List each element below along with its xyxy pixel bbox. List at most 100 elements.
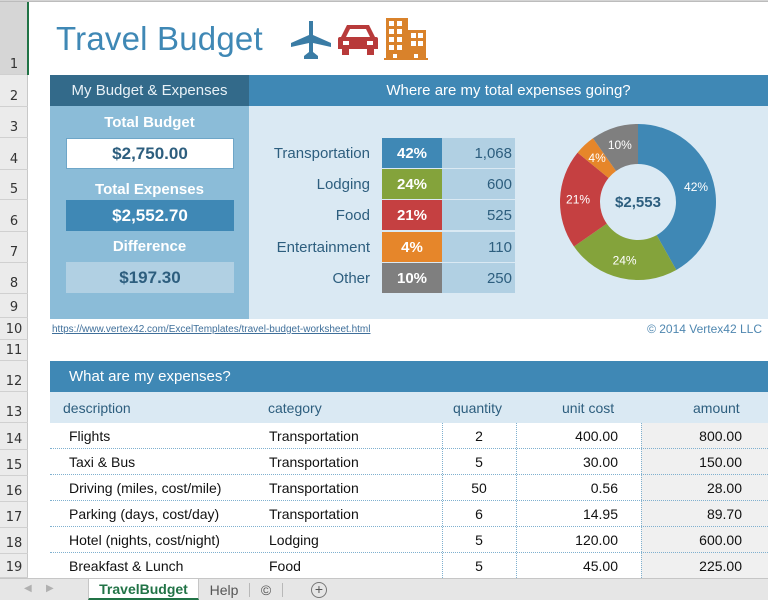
row-header-17[interactable]: 17 [0,502,28,528]
row-header-13[interactable]: 13 [0,392,28,423]
scroll-tabs-right-icon[interactable]: ▶ [46,583,54,594]
cell-unit-cost[interactable]: 0.56 [590,479,618,496]
cell-description[interactable]: Taxi & Bus [69,453,136,470]
donut-label: 10% [608,138,632,152]
donut-label: 21% [566,193,590,207]
tab-separator [282,583,283,597]
donut-label: 24% [613,253,637,267]
total-budget-label: Total Budget [104,114,195,131]
tab-travelbudget[interactable]: TravelBudget [88,579,199,600]
category-row-entertainment: Entertainment 4% 110 [249,232,519,263]
column-header-description: description [63,399,131,416]
cell-description[interactable]: Parking (days, cost/day) [69,505,220,522]
category-percent: 4% [382,232,442,262]
cell-amount[interactable]: 89.70 [706,505,742,522]
expenses-column-headers: description category quantity unit cost … [50,392,768,423]
donut-slice-other[interactable] [592,124,638,171]
category-value: 110 [442,232,515,262]
tab-help[interactable]: Help [209,581,239,598]
cell-amount[interactable]: 28.00 [706,479,742,496]
row-header-19[interactable]: 19 [0,554,28,578]
table-row: Driving (miles, cost/mile) Transportatio… [50,475,768,501]
category-row-transportation: Transportation 42% 1,068 [249,138,519,169]
category-name: Food [335,206,370,224]
category-percent: 42% [382,138,442,168]
add-sheet-icon[interactable]: + [311,582,327,598]
row-header-18[interactable]: 18 [0,528,28,554]
column-divider [516,423,517,578]
cell-quantity[interactable]: 6 [475,505,483,522]
row-header-4[interactable]: 4 [0,138,28,170]
building-icon [384,18,428,60]
page-title: Travel Budget [56,20,263,57]
cell-unit-cost[interactable]: 14.95 [582,505,618,522]
column-header-unit-cost: unit cost [562,399,615,416]
cell-unit-cost[interactable]: 45.00 [582,557,618,574]
cell-description[interactable]: Flights [69,427,111,444]
cell-category[interactable]: Lodging [269,531,319,548]
row-header-5[interactable]: 5 [0,170,28,200]
scroll-tabs-left-icon[interactable]: ◀ [24,583,32,594]
cell-unit-cost[interactable]: 120.00 [575,531,618,548]
cell-quantity[interactable]: 5 [475,453,483,470]
donut-label: 42% [684,180,708,194]
table-row: Taxi & Bus Transportation 5 30.00 150.00 [50,449,768,475]
cell-description[interactable]: Breakfast & Lunch [69,557,184,574]
table-row: Hotel (nights, cost/night) Lodging 5 120… [50,527,768,553]
copyright-text: © 2014 Vertex42 LLC [647,322,762,336]
cell-description[interactable]: Hotel (nights, cost/night) [69,531,220,548]
cell-amount[interactable]: 225.00 [699,557,742,574]
row-header-11[interactable]: 11 [0,340,28,361]
cell-category[interactable]: Transportation [269,505,359,522]
cell-amount[interactable]: 800.00 [699,427,742,444]
column-header-category: category [268,399,322,416]
row-header-3[interactable]: 3 [0,107,28,138]
column-header-strip [0,0,768,2]
expenses-donut-chart[interactable]: 42% 24% 21% 4%10% $2,553 [558,122,718,282]
donut-slice-lodging[interactable] [573,223,677,280]
category-name: Transportation [273,144,370,162]
category-name: Entertainment [276,238,370,256]
column-divider [641,423,642,578]
total-budget-input[interactable]: $2,750.00 [66,138,234,169]
row-header-7[interactable]: 7 [0,232,28,263]
row-header-8[interactable]: 8 [0,263,28,294]
donut-slice-food[interactable] [560,152,609,247]
category-percent: 21% [382,200,442,230]
donut-slice-transportation[interactable] [638,124,716,270]
row-header-1[interactable]: 1 [0,2,28,75]
cell-unit-cost[interactable]: 400.00 [575,427,618,444]
category-value: 525 [442,200,515,230]
table-row: Flights Transportation 2 400.00 800.00 [50,423,768,449]
row-header-15[interactable]: 15 [0,450,28,476]
donut-slice-entertainment[interactable] [577,138,617,178]
row-header-6[interactable]: 6 [0,200,28,232]
cell-quantity[interactable]: 5 [475,557,483,574]
cell-quantity[interactable]: 50 [471,479,487,496]
category-row-food: Food 21% 525 [249,200,519,231]
cell-description[interactable]: Driving (miles, cost/mile) [69,479,222,496]
cell-category[interactable]: Transportation [269,479,359,496]
row-header-14[interactable]: 14 [0,423,28,450]
category-value: 600 [442,169,515,199]
row-headers: 1 2 3 4 5 6 7 8 9 10 11 12 13 14 15 16 1… [0,2,28,578]
row-header-16[interactable]: 16 [0,476,28,502]
row-header-2[interactable]: 2 [0,75,28,107]
category-percent: 10% [382,263,442,293]
cell-category[interactable]: Transportation [269,427,359,444]
breakdown-panel-heading: Where are my total expenses going? [249,75,768,106]
cell-amount[interactable]: 150.00 [699,453,742,470]
category-row-lodging: Lodging 24% 600 [249,169,519,200]
row-header-12[interactable]: 12 [0,361,28,392]
title-icons [290,17,428,61]
cell-category[interactable]: Transportation [269,453,359,470]
cell-quantity[interactable]: 2 [475,427,483,444]
cell-unit-cost[interactable]: 30.00 [582,453,618,470]
row-header-10[interactable]: 10 [0,318,28,340]
cell-amount[interactable]: 600.00 [699,531,742,548]
cell-quantity[interactable]: 5 [475,531,483,548]
cell-category[interactable]: Food [269,557,301,574]
template-link[interactable]: https://www.vertex42.com/ExcelTemplates/… [52,324,371,335]
row-header-9[interactable]: 9 [0,294,28,318]
tab-copyright[interactable]: © [260,581,272,598]
